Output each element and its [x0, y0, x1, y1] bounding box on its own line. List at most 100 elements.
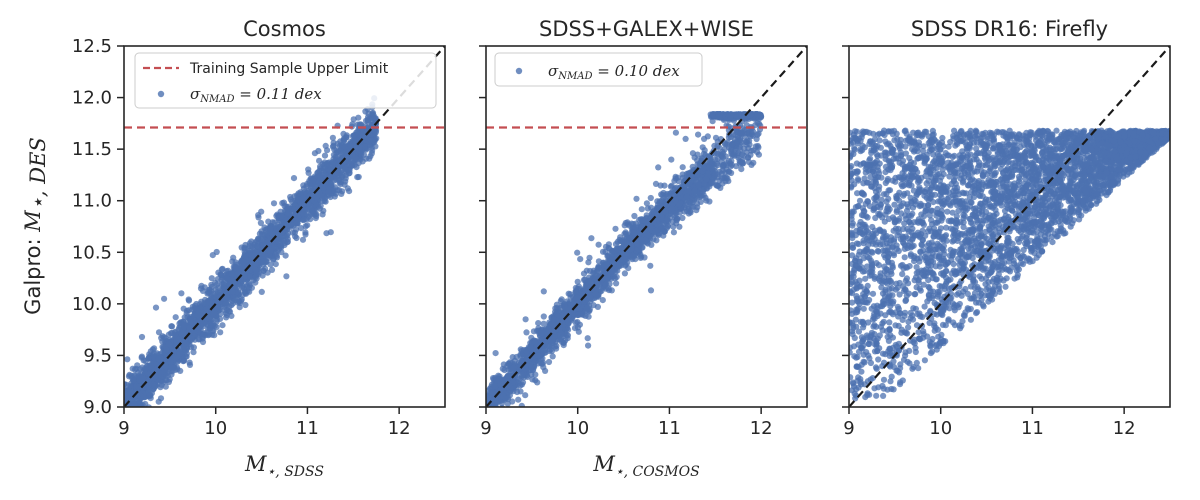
scatter-point	[212, 279, 219, 286]
scatter-point	[309, 177, 317, 184]
scatter-point	[371, 139, 378, 146]
scatter-point	[745, 154, 752, 161]
scatter-point	[643, 200, 651, 207]
scatter-point	[354, 174, 361, 181]
scatter-point	[302, 231, 309, 238]
scatter-point	[228, 270, 235, 277]
scatter-point	[342, 143, 349, 151]
scatter-point	[689, 163, 696, 170]
scatter-point	[719, 180, 726, 187]
scatter-point	[202, 320, 209, 327]
scatter-point	[199, 338, 207, 346]
scatter-point	[298, 225, 305, 232]
scatter-point	[130, 377, 137, 384]
scatter-point	[518, 402, 525, 407]
scatter-point	[595, 258, 603, 265]
scatter-point	[232, 259, 239, 266]
scatter-point	[331, 146, 338, 153]
scatter-point	[291, 229, 298, 236]
scatter-point	[574, 294, 581, 301]
scatter-point	[128, 411, 134, 417]
scatter-point	[319, 211, 326, 218]
scatter-point	[125, 387, 133, 394]
scatter-point	[230, 254, 237, 261]
scatter-point	[638, 206, 645, 213]
scatter-point	[258, 208, 265, 215]
scatter-point	[689, 150, 697, 157]
scatter-point	[265, 218, 272, 225]
scatter-point	[672, 175, 679, 182]
scatter-point	[713, 182, 720, 189]
scatter-point	[187, 318, 194, 325]
scatter-point	[198, 282, 205, 289]
scatter-point	[183, 307, 191, 314]
y-tick-label: 12.0	[72, 88, 112, 109]
scatter-point	[633, 195, 640, 202]
scatter-point	[235, 270, 242, 277]
scatter-point	[317, 176, 324, 183]
scatter-point	[218, 271, 225, 278]
legend-marker-swatch	[157, 90, 165, 98]
scatter-point	[724, 141, 731, 148]
scatter-point	[492, 350, 499, 357]
panel-cosmos: Cosmos 9 10 11 12 9.09.510.010.511.011.512.…	[72, 17, 446, 480]
scatter-point	[613, 280, 620, 287]
scatter-point	[694, 200, 701, 207]
scatter-point	[297, 190, 304, 197]
scatter-point	[238, 264, 245, 272]
scatter-point	[204, 299, 211, 306]
scatter-point	[335, 177, 342, 184]
scatter-point	[294, 196, 302, 203]
scatter-point	[183, 350, 190, 357]
scatter-point	[122, 410, 128, 416]
scatter-point	[158, 334, 165, 342]
scatter-point	[283, 273, 290, 280]
scatter-point	[190, 349, 197, 356]
scatter-point	[529, 376, 536, 383]
panel-title: Cosmos	[243, 17, 326, 41]
scatter-point	[222, 300, 229, 307]
scatter-point	[124, 409, 130, 415]
scatter-point	[595, 241, 602, 248]
scatter-point	[208, 295, 215, 302]
scatter-point	[312, 215, 319, 222]
scatter-point	[172, 331, 179, 338]
scatter-point	[252, 273, 259, 281]
scatter-point	[520, 408, 526, 414]
scatter-point	[185, 296, 192, 303]
scatter-point	[150, 385, 157, 392]
scatter-point	[340, 137, 347, 144]
x-tick-label: 9	[118, 418, 129, 439]
scatter-point	[558, 296, 565, 303]
scatter-point	[266, 252, 273, 259]
plot-frame	[123, 45, 446, 408]
scatter-point	[270, 200, 278, 207]
scatter-point	[196, 301, 204, 308]
scatter-point	[304, 222, 311, 229]
scatter-point	[721, 146, 728, 153]
scatter-point	[204, 325, 212, 332]
scatter-point	[165, 340, 172, 348]
scatter-point	[655, 164, 662, 171]
scatter-point	[146, 391, 153, 398]
scatter-point	[574, 249, 581, 256]
scatter-point	[546, 348, 553, 355]
scatter-point	[515, 396, 522, 403]
scatter-point	[693, 207, 700, 214]
scatter-point	[248, 256, 255, 263]
scatter-point	[322, 142, 329, 149]
scatter-point	[259, 236, 266, 243]
scatter-point	[208, 316, 215, 323]
scatter-point	[264, 238, 271, 245]
scatter-point	[362, 108, 369, 115]
scatter-point	[670, 229, 678, 236]
scatter-point	[316, 189, 323, 196]
scatter-point	[679, 174, 687, 181]
y-tick-label: 10.0	[72, 294, 112, 315]
scatter-point	[239, 283, 246, 290]
scatter-point	[530, 328, 538, 335]
scatter-point	[310, 192, 317, 199]
scatter-point	[162, 363, 170, 370]
x-tick-label: 12	[388, 418, 411, 439]
